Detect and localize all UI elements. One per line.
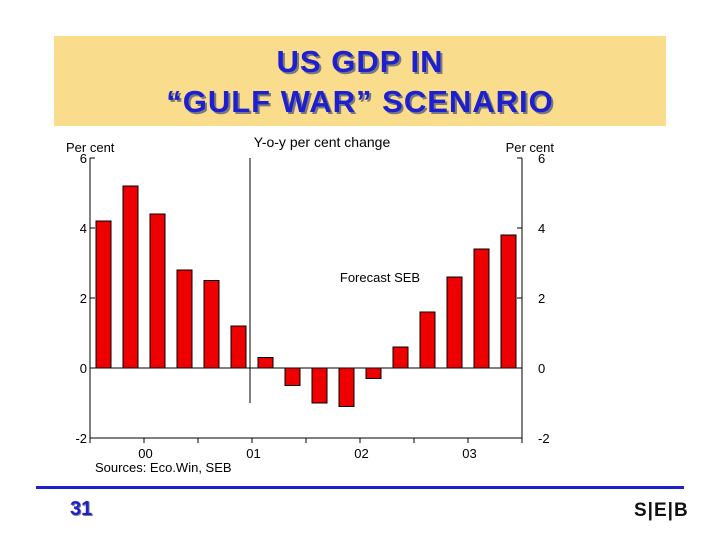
gdp-bar: [176, 269, 193, 369]
gdp-bar: [203, 280, 220, 369]
gdp-bar: [149, 213, 166, 369]
x-year-label: 03: [462, 446, 476, 461]
left-y-tick-label: 4: [80, 221, 87, 236]
right-axis-unit-label: Per cent: [506, 140, 555, 155]
gdp-bar: [257, 357, 274, 369]
left-y-tick-label: 2: [80, 291, 87, 306]
footer-rule: [36, 486, 684, 489]
x-year-label: 00: [138, 446, 152, 461]
gdp-bar: [500, 234, 517, 369]
gdp-bar: [419, 311, 436, 369]
left-y-tick-label: -2: [75, 431, 87, 446]
x-year-label: 01: [246, 446, 260, 461]
gdp-bar: [446, 276, 463, 369]
right-y-tick-label: -2: [538, 431, 550, 446]
gdp-bar: [392, 346, 409, 369]
left-y-tick-label: 6: [80, 151, 87, 166]
left-axis-unit-label: Per cent: [66, 140, 115, 155]
gdp-bar: [338, 367, 355, 407]
gdp-bar: [365, 367, 382, 379]
right-y-tick-label: 4: [538, 221, 545, 236]
slide-title-line-2: “GULF WAR” SCENARIO: [166, 84, 554, 119]
gdp-bar: [230, 325, 247, 369]
left-y-tick-label: 0: [80, 361, 87, 376]
chart-subtitle: Y-o-y per cent change: [254, 134, 391, 150]
gdp-bar: [473, 248, 490, 369]
right-y-tick-label: 2: [538, 291, 545, 306]
forecast-label: Forecast SEB: [340, 270, 420, 285]
gdp-bar: [95, 220, 112, 369]
gdp-bar: [311, 367, 328, 404]
right-y-tick-label: 6: [538, 151, 545, 166]
title-band: [54, 36, 666, 126]
gdp-bar: [122, 185, 139, 369]
seb-logo: S|E|B: [634, 500, 689, 521]
slide-title-line-1: US GDP IN: [276, 44, 444, 79]
x-year-label: 02: [354, 446, 368, 461]
page-number: 31: [70, 498, 93, 520]
gdp-bar: [284, 367, 301, 386]
source-note: Sources: Eco.Win, SEB: [95, 460, 232, 475]
right-y-tick-label: 0: [538, 361, 545, 376]
